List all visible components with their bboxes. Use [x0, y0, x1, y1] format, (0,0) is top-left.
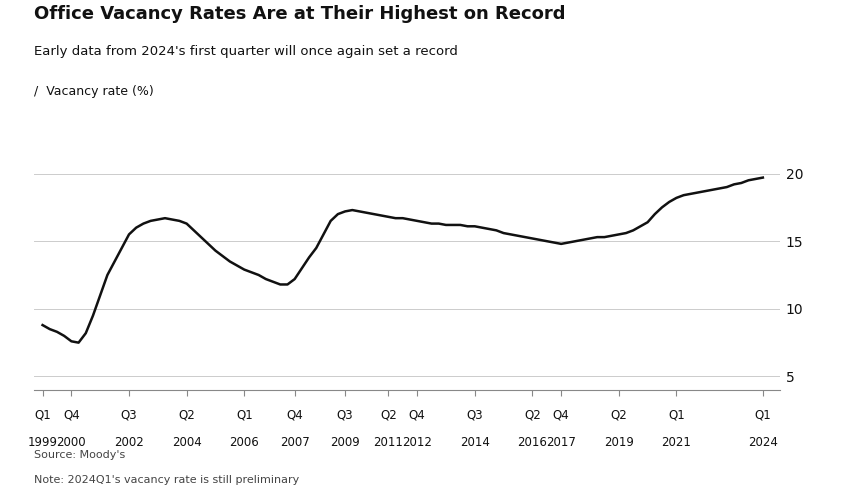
- Text: Source: Moody's: Source: Moody's: [34, 450, 126, 460]
- Text: Early data from 2024's first quarter will once again set a record: Early data from 2024's first quarter wil…: [34, 45, 458, 58]
- Text: Q1: Q1: [755, 408, 771, 422]
- Text: /  Vacancy rate (%): / Vacancy rate (%): [34, 85, 153, 98]
- Text: 1999: 1999: [28, 436, 58, 449]
- Text: Q3: Q3: [120, 408, 137, 422]
- Text: Q4: Q4: [553, 408, 570, 422]
- Text: 2024: 2024: [748, 436, 778, 449]
- Text: Q1: Q1: [668, 408, 685, 422]
- Text: Q3: Q3: [466, 408, 483, 422]
- Text: 2002: 2002: [114, 436, 144, 449]
- Text: Q4: Q4: [409, 408, 426, 422]
- Text: 2009: 2009: [330, 436, 360, 449]
- Text: Q3: Q3: [337, 408, 354, 422]
- Text: 2021: 2021: [661, 436, 691, 449]
- Text: Note: 2024Q1's vacancy rate is still preliminary: Note: 2024Q1's vacancy rate is still pre…: [34, 475, 299, 485]
- Text: 2006: 2006: [229, 436, 259, 449]
- Text: Q1: Q1: [236, 408, 253, 422]
- Text: Q1: Q1: [34, 408, 51, 422]
- Text: Q2: Q2: [611, 408, 628, 422]
- Text: 2000: 2000: [57, 436, 86, 449]
- Text: Q4: Q4: [287, 408, 303, 422]
- Text: 2007: 2007: [280, 436, 310, 449]
- Text: Q2: Q2: [178, 408, 195, 422]
- Text: 2011: 2011: [373, 436, 404, 449]
- Text: 2004: 2004: [172, 436, 202, 449]
- Text: 2016: 2016: [517, 436, 547, 449]
- Text: Q2: Q2: [380, 408, 397, 422]
- Text: 2019: 2019: [604, 436, 633, 449]
- Text: 2017: 2017: [546, 436, 576, 449]
- Text: Q4: Q4: [63, 408, 80, 422]
- Text: 2014: 2014: [460, 436, 489, 449]
- Text: Q2: Q2: [524, 408, 541, 422]
- Text: 2012: 2012: [402, 436, 432, 449]
- Text: Office Vacancy Rates Are at Their Highest on Record: Office Vacancy Rates Are at Their Highes…: [34, 5, 566, 23]
